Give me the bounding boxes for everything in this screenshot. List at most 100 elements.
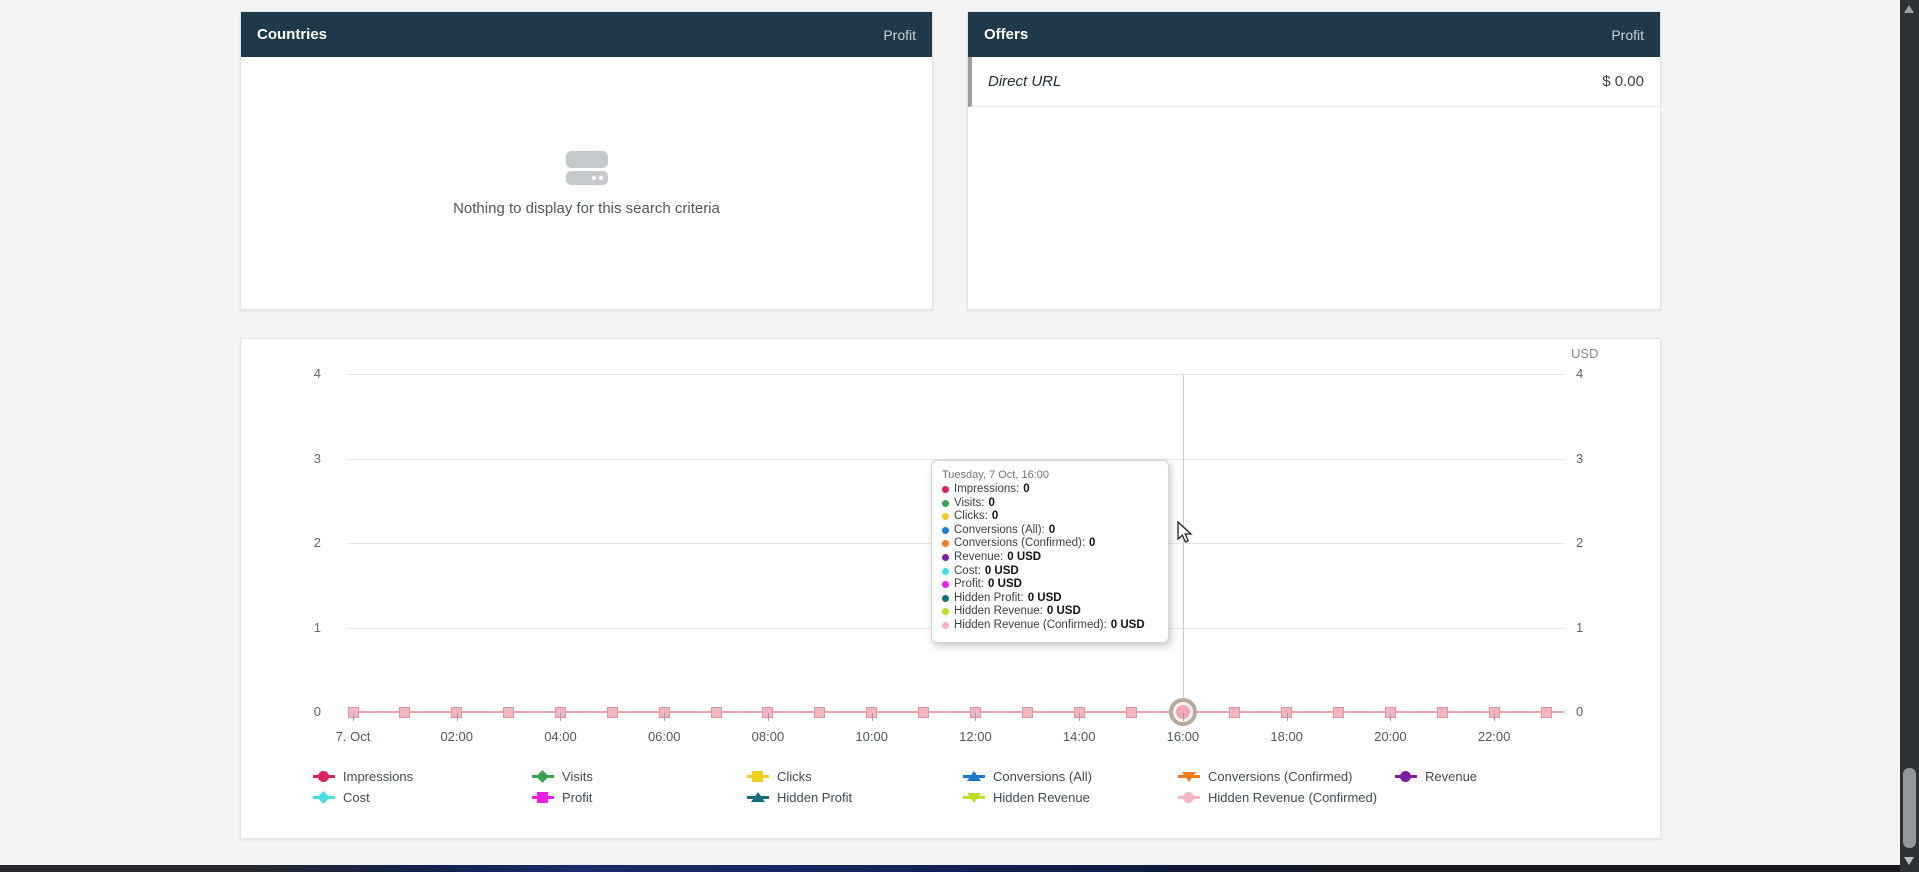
tooltip-series-value: 0 USD (988, 578, 1022, 591)
chart-crosshair-line (1182, 375, 1184, 712)
legend-marker-icon (1178, 769, 1200, 783)
legend-label: Hidden Revenue (993, 789, 1090, 805)
y-axis-label-left: 1 (313, 619, 321, 635)
data-point-marker (399, 706, 411, 718)
legend-marker-icon (1178, 790, 1200, 804)
selected-point-marker (1175, 705, 1190, 719)
legend-label: Impressions (343, 768, 414, 784)
tooltip-series-row: Hidden Revenue: 0 USD (942, 605, 1158, 619)
data-point-marker (1540, 706, 1552, 718)
countries-empty-state: Nothing to display for this search crite… (241, 57, 932, 309)
scrollbar-up-icon[interactable] (1904, 5, 1914, 13)
x-axis-tick (1286, 713, 1288, 721)
tooltip-series-value: 0 (991, 510, 999, 523)
legend-item-impressions[interactable]: Impressions (313, 767, 413, 785)
tooltip-series-dot-icon (942, 526, 949, 534)
y-axis-label-right: 1 (1576, 619, 1584, 635)
chart-tooltip: Tuesday, 7 Oct, 16:00 Impressions: 0 Visit… (931, 460, 1169, 643)
legend-marker-icon (747, 769, 769, 783)
scrollbar-down-icon[interactable] (1904, 857, 1914, 865)
data-point-marker (1021, 706, 1033, 718)
legend-item-visits[interactable]: Visits (532, 767, 593, 785)
vertical-scrollbar[interactable] (1900, 0, 1919, 872)
tooltip-series-label: Profit: (954, 578, 985, 591)
chart-panel: USD 4 4 3 3 2 2 1 1 0 0 7. Oct 02:00 04:00 06:00 08:00… (240, 338, 1661, 839)
tooltip-series-label: Revenue: (954, 550, 1004, 563)
legend-marker-icon (747, 790, 769, 804)
tooltip-series-row: Clicks: 0 (942, 510, 1158, 524)
legend-item-hidden-revenue[interactable]: Hidden Revenue (963, 788, 1090, 806)
y-axis-label-left: 4 (313, 366, 321, 381)
offers-panel-title: Offers (984, 26, 1029, 43)
tooltip-series-value: 0 (988, 496, 995, 509)
legend-item-hidden-profit[interactable]: Hidden Profit (747, 788, 852, 806)
tooltip-series-label: Cost: (954, 564, 981, 577)
offers-panel: Offers Profit Direct URL $ 0.00 (967, 11, 1661, 310)
legend-label: Conversions (All) (993, 768, 1092, 784)
offer-row-direct-url[interactable]: Direct URL $ 0.00 (968, 57, 1660, 107)
legend-item-revenue[interactable]: Revenue (1395, 767, 1477, 785)
x-axis-label: 22:00 (1477, 729, 1511, 744)
offer-profit-value: $ 0.00 (1602, 73, 1644, 90)
tooltip-series-label: Visits: (954, 496, 985, 509)
legend-marker-icon (963, 790, 985, 804)
bottom-edge-bar (0, 865, 1919, 872)
legend-label: Visits (562, 768, 593, 784)
legend-item-cost[interactable]: Cost (313, 788, 370, 806)
tooltip-title: Tuesday, 7 Oct, 16:00 (942, 469, 1050, 481)
empty-data-icon (565, 150, 608, 185)
legend-marker-icon (313, 769, 335, 783)
data-point-marker (814, 706, 826, 718)
x-axis-tick (1494, 713, 1496, 721)
data-point-marker (606, 706, 618, 718)
tooltip-series-row: Profit: 0 USD (942, 578, 1158, 592)
legend-item-conversions-confirmed[interactable]: Conversions (Confirmed) (1178, 767, 1353, 785)
legend-item-conversions-all[interactable]: Conversions (All) (963, 767, 1092, 785)
tooltip-series-row: Conversions (Confirmed): 0 (942, 537, 1158, 551)
x-axis-label: 06:00 (647, 729, 681, 744)
legend-item-profit[interactable]: Profit (532, 788, 592, 806)
countries-panel: Countries Profit Nothing to display for … (240, 11, 933, 310)
countries-metric-header[interactable]: Profit (883, 26, 916, 43)
legend-item-clicks[interactable]: Clicks (747, 767, 812, 785)
y-axis-label-left: 2 (313, 535, 321, 550)
y-axis-label-right: 0 (1576, 704, 1584, 719)
tooltip-series-value: 0 USD (984, 564, 1019, 577)
tooltip-series-row: Visits: 0 (942, 497, 1158, 511)
y-axis-label-right: 3 (1576, 450, 1584, 466)
y-axis-label-right: 2 (1576, 535, 1584, 550)
tooltip-series-dot-icon (942, 621, 949, 629)
tooltip-series-dot-icon (942, 553, 949, 561)
x-axis-label: 16:00 (1166, 729, 1200, 744)
x-axis-tick (975, 713, 977, 721)
y-axis-label-right: 4 (1576, 366, 1584, 381)
legend-item-hidden-revenue-confirmed[interactable]: Hidden Revenue (Confirmed) (1178, 788, 1377, 806)
x-axis-tick (456, 713, 458, 721)
legend-label: Clicks (777, 768, 812, 784)
x-axis-tick (1182, 713, 1184, 721)
tooltip-series-value: 0 (1048, 523, 1056, 536)
x-axis-tick (560, 713, 562, 721)
tooltip-series-row: Cost: 0 USD (942, 565, 1158, 579)
empty-state-message: Nothing to display for this search crite… (453, 199, 720, 217)
x-axis-tick (1390, 713, 1392, 721)
x-axis-tick (1079, 713, 1081, 721)
tooltip-series-dot-icon (942, 581, 949, 589)
data-point-marker (1229, 706, 1241, 718)
tooltip-series-dot-icon (942, 608, 949, 616)
tooltip-series-label: Hidden Profit: (954, 591, 1024, 604)
tooltip-series-value: 0 USD (1027, 591, 1062, 604)
offers-metric-header[interactable]: Profit (1611, 26, 1644, 43)
legend-marker-icon (532, 769, 554, 783)
mouse-cursor (1177, 521, 1193, 543)
tooltip-series-value: 0 USD (1046, 605, 1081, 618)
tooltip-series-row: Hidden Profit: 0 USD (942, 592, 1158, 606)
tooltip-series-row: Revenue: 0 USD (942, 551, 1158, 565)
selected-point-halo[interactable] (1168, 698, 1197, 726)
y-axis-label-left: 0 (313, 704, 321, 719)
data-point-marker (1125, 706, 1137, 718)
scrollbar-thumb[interactable] (1903, 768, 1916, 848)
data-point-marker (503, 706, 515, 718)
series-zero-line (348, 711, 1564, 713)
y-axis-label-left: 3 (313, 450, 321, 466)
